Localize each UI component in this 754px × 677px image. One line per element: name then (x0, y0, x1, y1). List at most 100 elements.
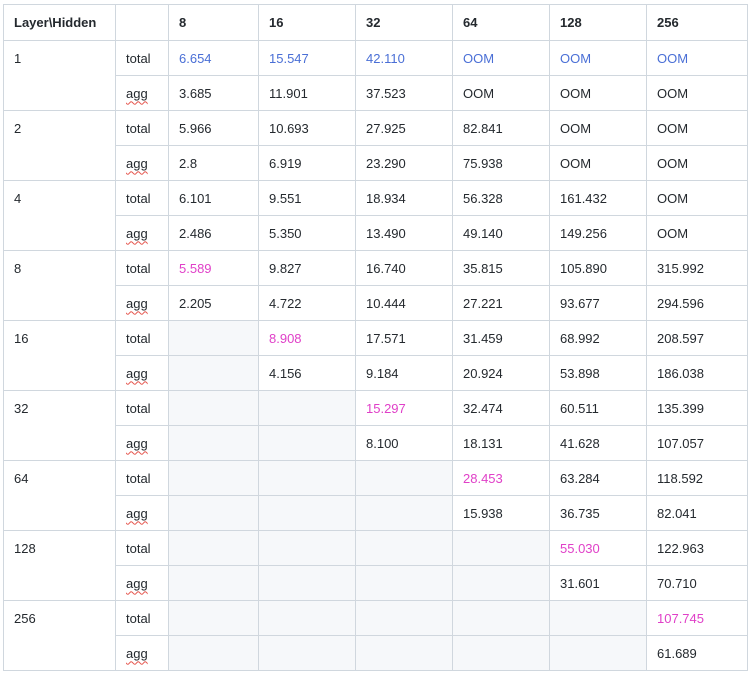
cell-total-hidden-16 (258, 530, 356, 566)
cell-total-hidden-128: 68.992 (549, 320, 647, 356)
cell-agg-hidden-32: 13.490 (355, 215, 453, 251)
total-label-text: total (126, 610, 151, 626)
cell-total-hidden-128 (549, 600, 647, 636)
cell-total-hidden-32: 27.925 (355, 110, 453, 146)
cell-total-hidden-256: 208.597 (646, 320, 748, 356)
cell-total-hidden-32: 16.740 (355, 250, 453, 286)
cell-agg-hidden-8: 2.486 (168, 215, 259, 251)
cell-total-hidden-32 (355, 530, 453, 566)
cell-agg-hidden-256: 70.710 (646, 565, 748, 601)
table-row: 64 total 28.453 63.284 118.592 (3, 460, 748, 531)
layer-label: 128 (3, 530, 116, 601)
cell-total-hidden-128: OOM (549, 110, 647, 146)
cell-total-hidden-64: OOM (452, 40, 550, 76)
cell-agg-hidden-16: 4.156 (258, 355, 356, 391)
layer-label: 256 (3, 600, 116, 671)
cell-agg-hidden-256: 294.596 (646, 285, 748, 321)
cell-total-hidden-256: 315.992 (646, 250, 748, 286)
table-row: agg 3.685 11.901 37.523 OOM OOM OOM (4, 75, 748, 111)
cell-total-hidden-16: 10.693 (258, 110, 356, 146)
cell-agg-hidden-32: 8.100 (355, 425, 453, 461)
cell-total-hidden-8: 6.654 (168, 40, 259, 76)
cell-total-hidden-64: 31.459 (452, 320, 550, 356)
cell-total-hidden-8: 5.589 (168, 250, 259, 286)
table-row: agg 15.938 36.735 82.041 (4, 495, 748, 531)
agg-label: agg (115, 75, 169, 111)
cell-agg-hidden-256: 107.057 (646, 425, 748, 461)
cell-total-hidden-128: 105.890 (549, 250, 647, 286)
cell-agg-hidden-256: OOM (646, 145, 748, 181)
table-row: 16 total 8.908 17.571 31.459 68.992 208.597 (3, 320, 748, 391)
agg-label: agg (115, 495, 169, 531)
cell-total-hidden-8 (168, 600, 259, 636)
cell-agg-hidden-256: 61.689 (646, 635, 748, 671)
cell-total-hidden-8 (168, 530, 259, 566)
cell-total-hidden-32 (355, 600, 453, 636)
cell-total-hidden-64: 28.453 (452, 460, 550, 496)
cell-agg-hidden-64 (452, 565, 550, 601)
agg-label: agg (115, 215, 169, 251)
cell-total-hidden-64: 35.815 (452, 250, 550, 286)
cell-total-hidden-64: 32.474 (452, 390, 550, 426)
cell-total-hidden-256: 118.592 (646, 460, 748, 496)
total-label: total (115, 320, 169, 356)
layer-label: 1 (3, 40, 116, 111)
agg-label-text: agg (126, 575, 148, 591)
cell-agg-hidden-8: 2.8 (168, 145, 259, 181)
cell-total-hidden-64 (452, 530, 550, 566)
cell-agg-hidden-256: OOM (646, 215, 748, 251)
cell-total-hidden-16: 15.547 (258, 40, 356, 76)
table-row: 2 total 5.966 10.693 27.925 82.841 OOM OOM (3, 110, 748, 181)
total-label: total (115, 40, 169, 76)
cell-agg-hidden-256: 186.038 (646, 355, 748, 391)
cell-agg-hidden-32: 9.184 (355, 355, 453, 391)
cell-total-hidden-256: 122.963 (646, 530, 748, 566)
cell-agg-hidden-8 (168, 425, 259, 461)
cell-agg-hidden-64: 75.938 (452, 145, 550, 181)
cell-agg-hidden-32 (355, 565, 453, 601)
header-layer-hidden: Layer\Hidden (3, 4, 116, 41)
table-row: agg 31.601 70.710 (4, 565, 748, 601)
cell-agg-hidden-64: 27.221 (452, 285, 550, 321)
cell-total-hidden-8: 5.966 (168, 110, 259, 146)
layer-label: 8 (3, 250, 116, 321)
cell-total-hidden-8 (168, 460, 259, 496)
cell-total-hidden-8 (168, 320, 259, 356)
total-label-text: total (126, 400, 151, 416)
total-label: total (115, 600, 169, 636)
cell-agg-hidden-128: OOM (549, 75, 647, 111)
cell-total-hidden-8 (168, 390, 259, 426)
cell-agg-hidden-64: 49.140 (452, 215, 550, 251)
cell-total-hidden-16 (258, 460, 356, 496)
total-label-text: total (126, 50, 151, 66)
cell-agg-hidden-256: OOM (646, 75, 748, 111)
cell-agg-hidden-16 (258, 635, 356, 671)
cell-agg-hidden-8 (168, 635, 259, 671)
cell-total-hidden-64: 56.328 (452, 180, 550, 216)
table-row: 1 total 6.654 15.547 42.110 OOM OOM OOM (3, 40, 748, 111)
agg-label: agg (115, 145, 169, 181)
header-hidden-16: 16 (258, 4, 356, 41)
cell-total-hidden-64 (452, 600, 550, 636)
agg-label-text: agg (126, 155, 148, 171)
cell-agg-hidden-16: 5.350 (258, 215, 356, 251)
cell-total-hidden-32: 15.297 (355, 390, 453, 426)
cell-total-hidden-8: 6.101 (168, 180, 259, 216)
table-body: 1 total 6.654 15.547 42.110 OOM OOM OOM agg 3.685… (3, 40, 748, 671)
cell-agg-hidden-32: 23.290 (355, 145, 453, 181)
cell-agg-hidden-128: 53.898 (549, 355, 647, 391)
header-hidden-256: 256 (646, 4, 748, 41)
cell-agg-hidden-64: 20.924 (452, 355, 550, 391)
cell-total-hidden-16 (258, 600, 356, 636)
table-row: 128 total 55.030 122.963 (3, 530, 748, 601)
cell-total-hidden-256: 107.745 (646, 600, 748, 636)
results-table: Layer\Hidden 8 16 32 64 128 256 1 total 6.… (3, 4, 748, 671)
cell-total-hidden-128: 161.432 (549, 180, 647, 216)
cell-total-hidden-256: OOM (646, 40, 748, 76)
agg-label-text: agg (126, 365, 148, 381)
cell-agg-hidden-128: OOM (549, 145, 647, 181)
cell-agg-hidden-16: 4.722 (258, 285, 356, 321)
layer-label: 2 (3, 110, 116, 181)
cell-agg-hidden-32: 37.523 (355, 75, 453, 111)
total-label: total (115, 460, 169, 496)
